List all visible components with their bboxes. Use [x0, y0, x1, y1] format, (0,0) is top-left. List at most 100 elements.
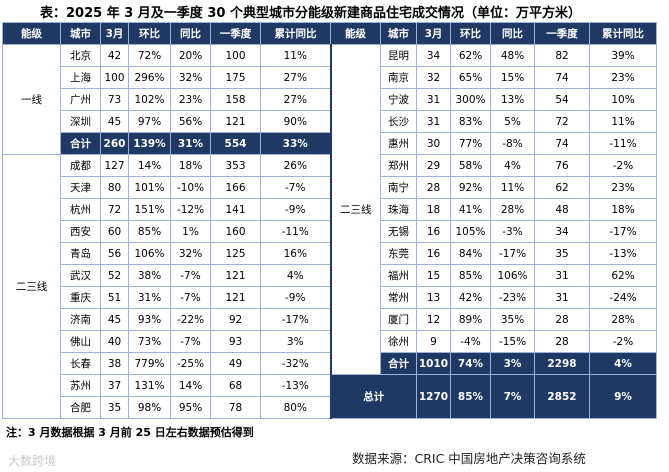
value-cell: 39%	[589, 44, 657, 67]
subtotal-value: 33%	[260, 132, 332, 155]
subtotal-value: 3%	[490, 352, 535, 375]
value-cell: 28%	[490, 198, 535, 221]
value-cell: 92	[210, 308, 261, 331]
value-cell: 16	[416, 242, 451, 265]
table-row: 上海 100 296% 32% 175 27% 南京 32 65% 15% 74 23%	[3, 66, 657, 89]
header-cell: 城市	[60, 22, 101, 45]
table-row: 佛山 40 73% -7% 93 3% 徐州 9 -4% -15% 28 -2%	[3, 330, 657, 353]
watermark: 大数跨境	[8, 454, 57, 468]
table-row: 武汉 52 38% -7% 121 4% 福州 15 85% 106% 31 62%	[3, 264, 657, 287]
total-value: 2852	[534, 374, 590, 419]
city-cell: 长春	[60, 352, 101, 375]
value-cell: 141	[210, 198, 261, 221]
value-cell: 31	[416, 110, 451, 133]
level-cell: 二三线	[2, 154, 61, 419]
note: 注：3 月数据根据 3 月前 25 日左右数据预估得到	[6, 426, 254, 439]
city-cell: 苏州	[60, 374, 101, 397]
value-cell: 78	[210, 396, 261, 419]
value-cell: 9	[416, 330, 451, 353]
value-cell: 28	[534, 308, 590, 331]
value-cell: 30	[416, 132, 451, 155]
table-row: 杭州 72 151% -12% 141 -9% 珠海 18 41% 28% 48 18%	[3, 198, 657, 221]
value-cell: 23%	[170, 88, 211, 111]
value-cell: 121	[210, 264, 261, 287]
subtotal-label: 合计	[380, 352, 417, 375]
header-cell: 一季度	[534, 22, 590, 45]
value-cell: 54	[534, 88, 590, 111]
value-cell: 26%	[260, 154, 332, 177]
value-cell: 85%	[450, 264, 491, 287]
value-cell: 45	[100, 308, 129, 331]
value-cell: 31	[534, 286, 590, 309]
value-cell: 73	[100, 88, 129, 111]
value-cell: 62	[534, 176, 590, 199]
value-cell: 42%	[450, 286, 491, 309]
value-cell: 72%	[128, 44, 171, 67]
value-cell: 35	[100, 396, 129, 419]
city-cell: 成都	[60, 154, 101, 177]
value-cell: 158	[210, 88, 261, 111]
city-cell: 上海	[60, 66, 101, 89]
header-cell: 累计同比	[260, 22, 331, 45]
city-cell: 福州	[380, 264, 417, 287]
value-cell: 72	[100, 198, 129, 221]
value-cell: 300%	[450, 88, 491, 111]
value-cell: -23%	[490, 286, 535, 309]
table-row: 苏州 37 131% 14% 68 -13% 总计 1270 85% 7% 2852 9%	[3, 374, 657, 419]
city-cell: 惠州	[380, 132, 417, 155]
city-cell: 武汉	[60, 264, 101, 287]
value-cell: 74	[534, 132, 590, 155]
table-row: 合肥 35 98% 95% 78 80%	[3, 396, 657, 419]
table-row: 一线 北京 42 72% 20% 100 11% 二三线 昆明 34 62% 48% 82 39%	[2, 44, 657, 375]
subtotal-value: 4%	[589, 352, 657, 375]
value-cell: 5%	[490, 110, 535, 133]
value-cell: 45	[100, 110, 129, 133]
value-cell: -2%	[589, 154, 657, 177]
city-cell: 佛山	[60, 330, 101, 353]
value-cell: 18%	[589, 198, 657, 221]
value-cell: 35	[534, 242, 590, 265]
table-row: 重庆 51 31% -7% 121 -9% 常州 13 42% -23% 31 -24%	[3, 286, 657, 309]
value-cell: 28%	[589, 308, 657, 331]
data-table: 能级 城市 3月 环比 同比 一季度 累计同比 能级 城市 3月 环比 同比 一季度 累计同比 一线 北京 4…	[2, 22, 657, 419]
value-cell: 353	[210, 154, 261, 177]
value-cell: 121	[210, 286, 261, 309]
value-cell: 32%	[170, 66, 211, 89]
value-cell: -11%	[589, 132, 657, 155]
value-cell: 11%	[260, 44, 332, 67]
value-cell: 76	[534, 154, 590, 177]
value-cell: 14%	[128, 154, 171, 177]
city-cell: 深圳	[60, 110, 101, 133]
value-cell: 48%	[490, 44, 535, 67]
value-cell: 65%	[450, 66, 491, 89]
header-cell: 环比	[128, 22, 171, 45]
value-cell: -17%	[260, 308, 332, 331]
value-cell: -9%	[260, 286, 332, 309]
total-value: 1270	[416, 374, 451, 419]
value-cell: 23%	[589, 66, 657, 89]
value-cell: -17%	[490, 242, 535, 265]
table-row: 天津 80 101% -10% 166 -7% 南宁 28 92% 11% 62 23%	[3, 176, 657, 199]
city-cell: 西安	[60, 220, 101, 243]
value-cell: 11%	[490, 176, 535, 199]
value-cell: 31	[534, 264, 590, 287]
city-cell: 无锡	[380, 220, 417, 243]
header-cell: 城市	[380, 22, 417, 45]
value-cell: 77%	[450, 132, 491, 155]
subtotal-value: 31%	[170, 132, 211, 155]
value-cell: 37	[100, 374, 129, 397]
city-cell: 合肥	[60, 396, 101, 419]
subtotal-value: 74%	[450, 352, 491, 375]
city-cell: 南宁	[380, 176, 417, 199]
value-cell: 131%	[128, 374, 171, 397]
value-cell: 13	[416, 286, 451, 309]
value-cell: 34	[416, 44, 451, 67]
value-cell: 89%	[450, 308, 491, 331]
header-cell: 一季度	[210, 22, 261, 45]
value-cell: 4%	[260, 264, 332, 287]
value-cell: 38%	[128, 264, 171, 287]
value-cell: -25%	[170, 352, 211, 375]
subtotal-label: 合计	[60, 132, 101, 155]
value-cell: 98%	[128, 396, 171, 419]
table-row: 西安 60 85% 1% 160 -11% 无锡 16 105% -3% 34 -17%	[3, 220, 657, 243]
